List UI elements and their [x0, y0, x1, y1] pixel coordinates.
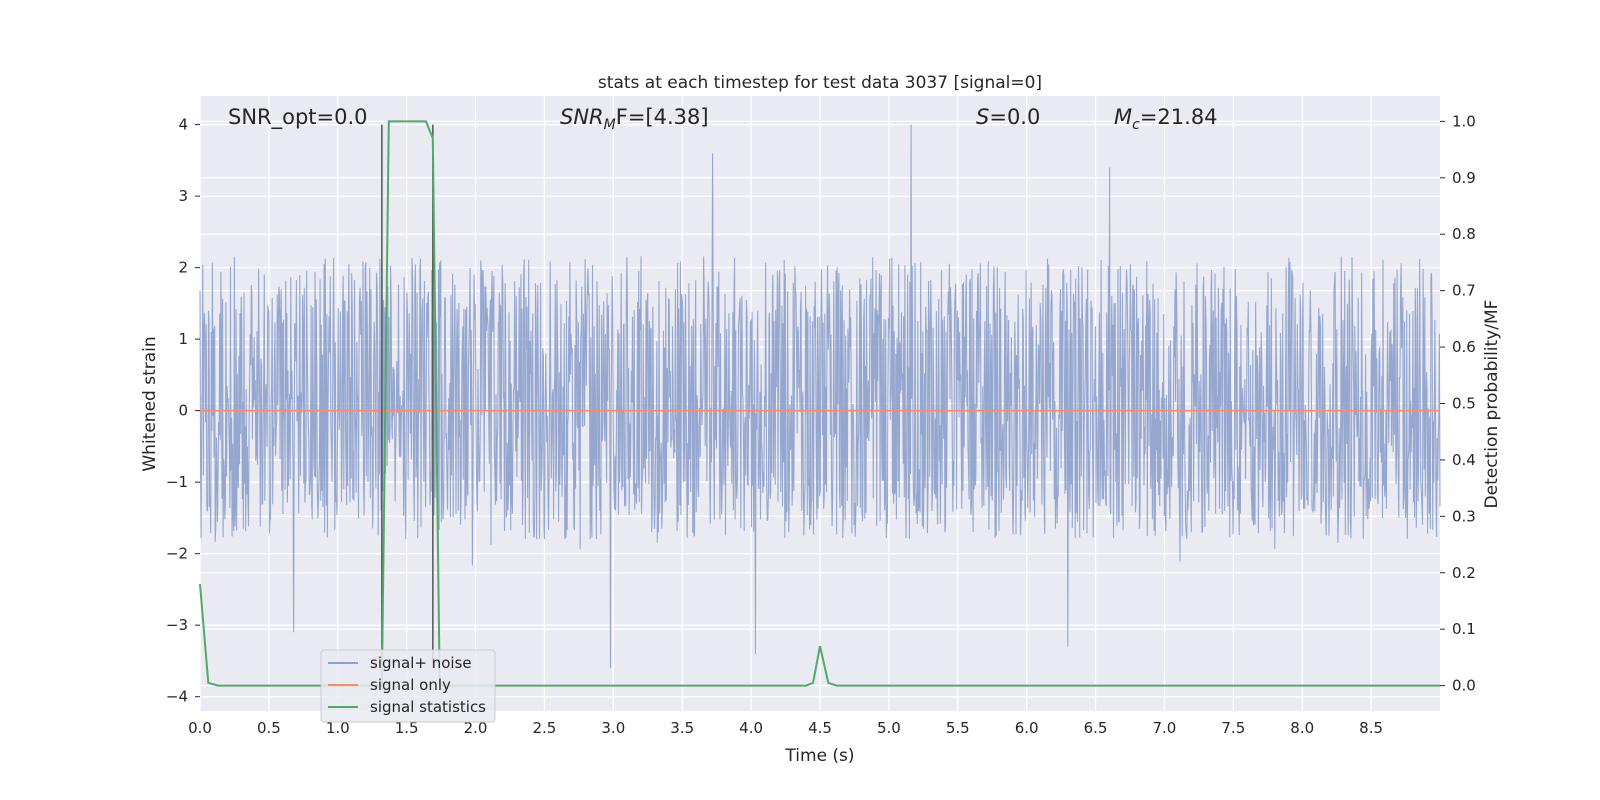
x-tick-label: 0.0 — [188, 719, 212, 737]
x-tick-label: 2.0 — [464, 719, 488, 737]
y-tick-label: −3 — [166, 616, 188, 634]
legend-label-signal-only: signal only — [370, 676, 451, 694]
x-tick-labels: 0.0 0.5 1.0 1.5 2.0 2.5 3.0 3.5 4.0 4.5 5.0 5.5 6.0 6… — [188, 719, 1383, 737]
y-axis-label: Whitened strain — [140, 336, 160, 471]
mc-symbol: M — [1114, 105, 1132, 129]
x-axis-label: Time (s) — [784, 746, 854, 766]
mc-subscript: c — [1132, 117, 1140, 133]
chart-title: stats at each timestep for test data 303… — [598, 73, 1042, 93]
signal-noise-trace — [199, 124, 1441, 669]
y2-tick-label: 0.6 — [1452, 338, 1476, 356]
y2-tick-label: 0.8 — [1452, 225, 1476, 243]
x-tick-label: 0.5 — [257, 719, 281, 737]
y2-tick-labels: 1.0 0.9 0.8 0.7 0.6 0.5 0.4 0.3 0.2 0.1 0.0 — [1440, 112, 1476, 695]
x-tick-label: 1.5 — [395, 719, 419, 737]
s-symbol: S — [976, 105, 989, 129]
signal-statistics-line — [199, 120, 1440, 687]
annotation-mc: Mc=21.84 — [1114, 105, 1218, 133]
y2-tick-label: 0.1 — [1452, 620, 1476, 638]
y-tick-label: 0 — [178, 402, 188, 420]
legend-box — [320, 649, 496, 723]
x-tick-label: 8.0 — [1290, 719, 1314, 737]
legend: signal+ noise signal only signal statist… — [320, 649, 496, 723]
x-tick-label: 1.0 — [326, 719, 350, 737]
y-tick-label: 3 — [178, 187, 188, 205]
x-tick-label: 7.5 — [1221, 719, 1245, 737]
y2-tick-label: 0.3 — [1452, 507, 1476, 525]
legend-label-signal-noise: signal+ noise — [370, 654, 472, 672]
x-tick-label: 7.0 — [1153, 719, 1177, 737]
x-tick-label: 6.5 — [1084, 719, 1108, 737]
y2-tick-label: 1.0 — [1452, 112, 1476, 130]
y2-tick-label: 0.9 — [1452, 169, 1476, 187]
snr-mf-symbol: SNR — [560, 105, 604, 129]
annotation-snr-opt: SNR_opt=0.0 — [228, 105, 368, 130]
signal-noise-series — [199, 124, 1441, 669]
snr-mf-subscript: M — [604, 117, 616, 133]
y-tick-label: 2 — [178, 259, 188, 277]
s-value: =0.0 — [989, 105, 1040, 129]
x-tick-label: 6.0 — [1015, 719, 1039, 737]
x-tick-label: 3.5 — [670, 719, 694, 737]
x-tick-label: 4.5 — [808, 719, 832, 737]
y2-tick-label: 0.5 — [1452, 395, 1476, 413]
y-tick-label: 4 — [178, 116, 188, 134]
y2-tick-label: 0.0 — [1452, 677, 1476, 695]
y-tick-label: 1 — [178, 330, 188, 348]
annotation-snr-mf: SNRMF=[4.38] — [560, 105, 709, 133]
y2-tick-label: 0.4 — [1452, 451, 1476, 469]
x-tick-label: 2.5 — [533, 719, 557, 737]
x-tick-label: 5.5 — [946, 719, 970, 737]
mc-value: =21.84 — [1140, 105, 1218, 129]
y-tick-label: −4 — [166, 688, 188, 706]
y-tick-labels: 4 3 2 1 0 −1 −2 −3 −4 — [166, 116, 200, 706]
x-tick-label: 4.0 — [739, 719, 763, 737]
legend-label-signal-statistics: signal statistics — [370, 698, 486, 716]
x-tick-label: 8.5 — [1359, 719, 1383, 737]
annotation-s: S=0.0 — [976, 105, 1040, 129]
y2-tick-label: 0.2 — [1452, 564, 1476, 582]
y2-tick-label: 0.7 — [1452, 282, 1476, 300]
y2-axis-label: Detection probability/MF — [1482, 300, 1502, 509]
snr-mf-value: F=[4.38] — [616, 105, 709, 129]
x-tick-label: 5.0 — [877, 719, 901, 737]
y-tick-label: −1 — [166, 473, 188, 491]
y-tick-label: −2 — [166, 545, 188, 563]
x-tick-label: 3.0 — [601, 719, 625, 737]
